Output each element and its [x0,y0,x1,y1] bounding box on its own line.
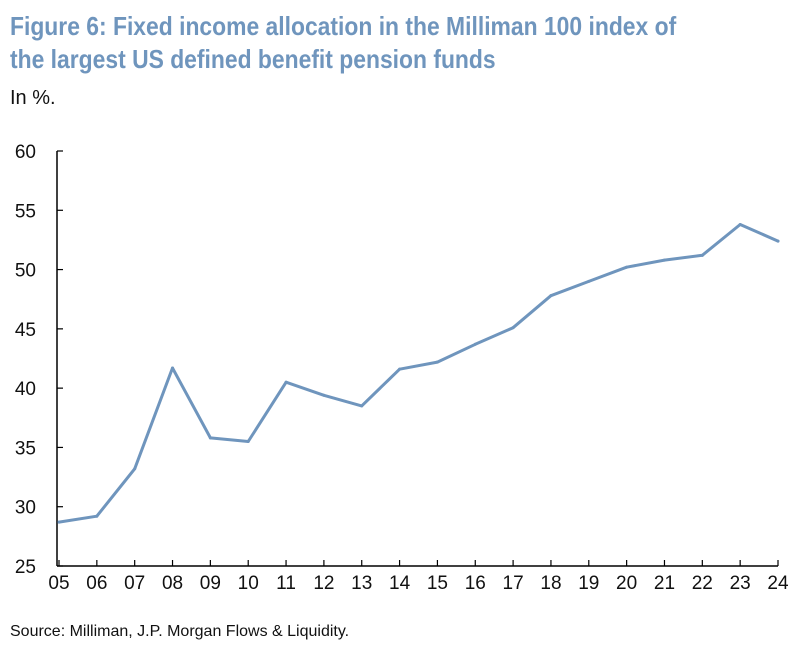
x-tick-label: 12 [313,573,334,594]
data-point [398,367,402,371]
chart-title: Figure 6: Fixed income allocation in the… [10,11,677,74]
y-tick-label: 35 [15,438,36,459]
x-tick-label: 15 [427,573,448,594]
x-tick-label: 07 [124,573,145,594]
data-point [284,380,288,384]
series-line [57,223,780,524]
x-tick-label: 05 [48,573,69,594]
data-point [57,520,61,524]
y-tick-label: 50 [15,261,36,282]
data-point [700,253,704,257]
data-point [776,239,780,243]
data-point [322,393,326,397]
y-tick-label: 60 [15,142,36,163]
x-tick-label: 20 [616,573,637,594]
x-tick-label: 16 [465,573,486,594]
x-tick-label: 22 [692,573,713,594]
x-tick-label: 24 [767,573,789,594]
y-tick-label: 25 [15,557,36,578]
data-point [360,404,364,408]
y-tick-label: 45 [15,320,36,341]
data-point [473,342,477,346]
x-tick-label: 06 [86,573,107,594]
y-tick-label: 40 [15,379,36,400]
data-point [625,265,629,269]
x-tick-label: 10 [238,573,259,594]
data-point [738,223,742,227]
data-point [662,258,666,262]
data-point [208,436,212,440]
x-tick-label: 09 [200,573,221,594]
x-tick-label: 08 [162,573,183,594]
data-point [549,294,553,298]
data-point [587,279,591,283]
x-tick-label: 13 [351,573,372,594]
x-tick-label: 14 [389,573,411,594]
data-point [95,514,99,518]
data-point [511,326,515,330]
x-tick-label: 19 [578,573,599,594]
source-note: Source: Milliman, J.P. Morgan Flows & Li… [10,623,350,640]
chart-subtitle: In %. [10,87,56,109]
data-point [133,467,137,471]
x-tick-label: 17 [503,573,524,594]
data-point [171,366,175,370]
x-tick-label: 18 [540,573,561,594]
y-tick-label: 55 [15,201,36,222]
x-tick-label: 21 [654,573,675,594]
y-tick-label: 30 [15,498,36,519]
x-tick-label: 23 [730,573,751,594]
data-point [435,360,439,364]
data-point [246,440,250,443]
x-tick-label: 11 [276,573,296,594]
